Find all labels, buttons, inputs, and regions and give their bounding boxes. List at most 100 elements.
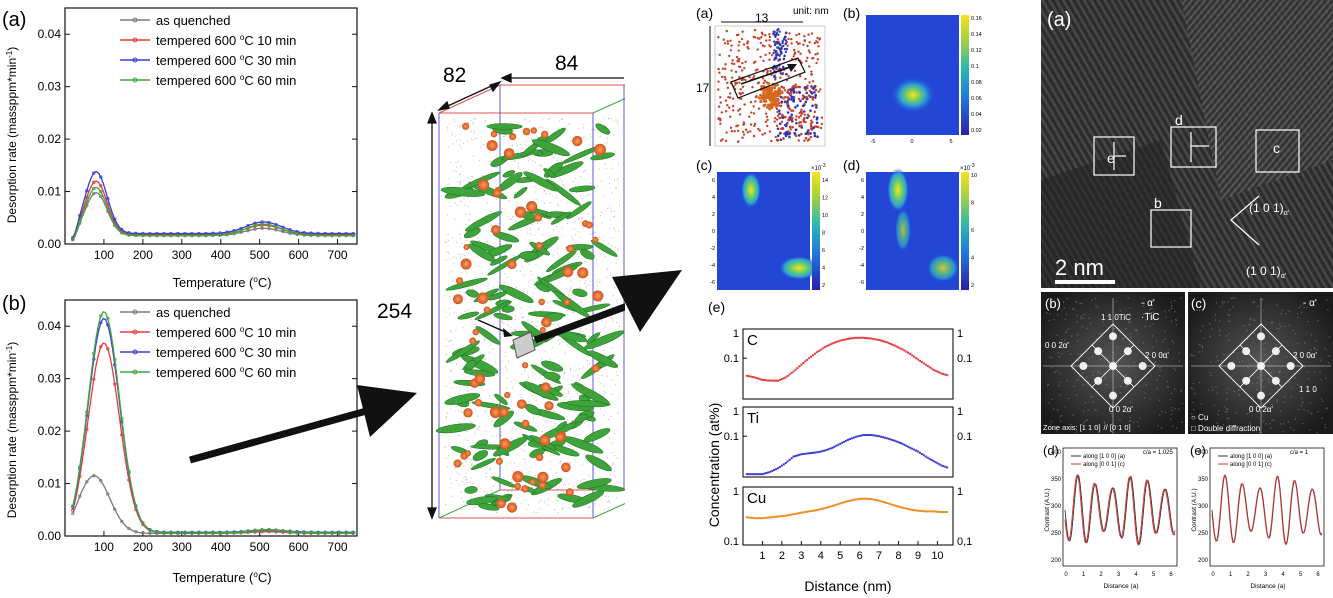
copper-cluster [506,502,518,513]
profile-point [897,441,900,444]
profile-point [757,377,760,380]
profile-point [763,379,766,382]
profile-point [885,437,888,440]
profile-point [854,498,857,501]
profile-point [815,451,818,454]
box-d-label: d [1175,112,1183,128]
diffraction-spot [1109,362,1117,370]
profile-point [777,467,779,470]
arrow-to-maps [533,303,625,344]
profile-point [883,501,886,504]
map-x-tick: 5 [949,139,952,145]
copper-cluster [526,201,538,213]
colorbar-tick: 0.02 [971,128,982,134]
profile-point [798,365,801,368]
profile-point [862,497,865,500]
map-y-tick: -2 [859,246,864,252]
series-marker [99,184,103,188]
profile-point [771,516,774,519]
profile-point [759,473,762,476]
profile-point [792,455,795,458]
profile-point [862,336,865,339]
profile-point [880,339,883,342]
colorbar-tick: 2 [971,283,974,289]
profile-point [767,379,770,382]
profile-point [893,504,896,507]
series-marker [99,314,103,318]
x-tick-label: 5 [837,550,843,562]
profile-point [872,498,875,501]
profile-point [827,506,830,509]
copper-cluster [474,398,483,407]
copper-cluster [566,244,574,253]
colorbar-tick: 12 [822,196,828,202]
y-tick-label-right: 0.1 [957,353,972,365]
series-marker [113,382,117,386]
profile-point [845,500,848,503]
series-marker [155,233,159,238]
y-tick-label: 0.01 [38,477,62,491]
map-y-tick: -6 [710,280,715,286]
series-marker [134,233,138,238]
y-tick-label: 0.00 [38,529,62,543]
diffraction-spot [1123,376,1132,385]
legend-marker [132,57,138,63]
copper-cluster [530,127,537,134]
profile-point [745,374,748,377]
y-tick-label: 0.04 [38,27,62,41]
fft-c-spot-1: 2 0 0α' [1293,351,1317,360]
y-tick-label: 1 [733,486,739,498]
series-marker [92,171,96,175]
series-marker [78,465,82,469]
panel-label-b: (b) [2,293,26,315]
copper-cluster [463,243,470,250]
diffraction-spot [1109,332,1117,341]
profile-point [915,509,918,512]
series-marker [246,529,250,533]
copper-cluster [472,328,480,336]
diffraction-spot [1138,362,1147,370]
profile-point [804,360,807,363]
profile-point [880,500,883,503]
x-tick-label: 300 [172,540,192,554]
profile-point [864,433,867,436]
series-marker [183,231,187,236]
profile-curve [1064,474,1176,546]
arrow-to-apt [189,385,417,464]
diffraction-spot [1094,347,1103,356]
profile-point [876,499,879,502]
copper-cluster [562,266,574,278]
map-a-roi [730,57,806,99]
profile-point [848,438,851,441]
profile-point [878,435,881,438]
profile-point [872,434,875,437]
profile-point [751,516,754,519]
series-marker [288,230,292,234]
y-axis-label: Desorption rate (massppm*min-1) [5,47,19,224]
profile-point [946,511,949,514]
profile-point [856,435,859,438]
fft-lattice [1070,323,1156,409]
series-marker [281,529,285,533]
diffraction-spot [1271,376,1280,385]
x-tick-label: 3 [798,550,804,562]
series-marker [239,228,243,233]
profile-point [848,337,851,340]
profile-point [817,349,820,352]
x-tick-label: 200 [133,540,153,554]
profile-point [794,368,797,371]
profile-point [845,439,848,442]
series-marker [162,531,166,535]
copper-cluster [555,432,566,443]
profile-point [784,514,787,517]
series-marker [85,410,89,414]
profile-point [909,446,912,449]
profile-y-label: Contrast (A.U.) [1191,488,1198,531]
profile-point [864,497,867,500]
series-marker [260,528,264,532]
fft-c-spot-2: 1 1 0 [1299,385,1317,394]
profile-y-tick: 200 [1198,558,1209,564]
series-marker [330,231,334,236]
legend-label: tempered 600 oC 10 min [156,33,296,48]
profile-point [901,442,904,445]
